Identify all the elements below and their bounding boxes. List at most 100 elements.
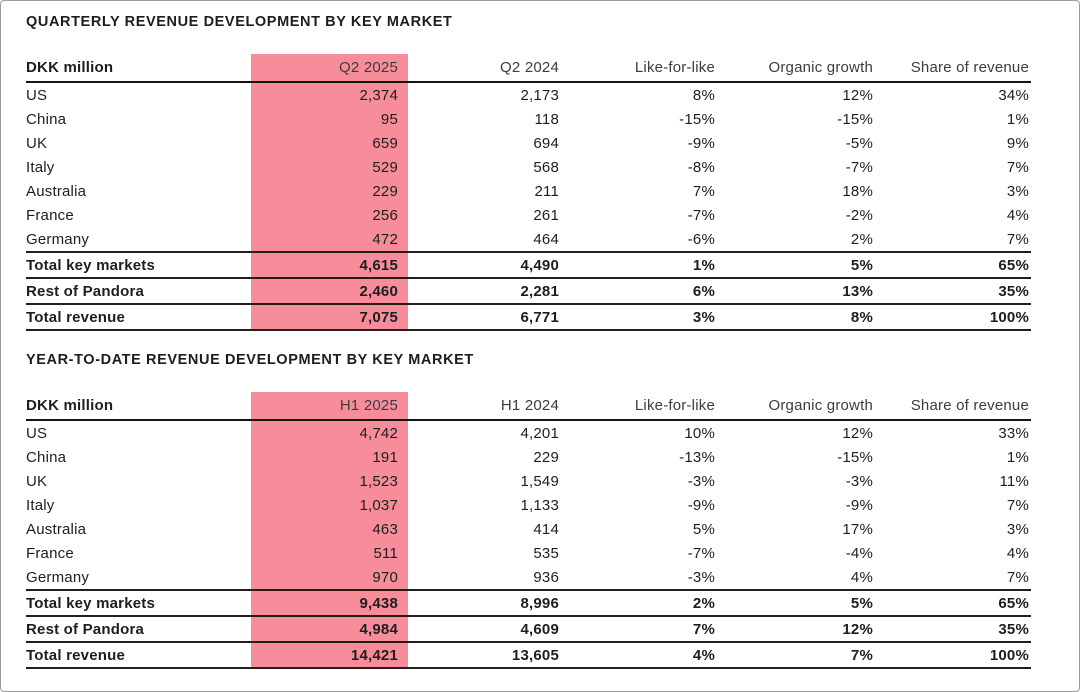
row-label: Germany: [26, 230, 90, 248]
table-row-uk: UK 1,523 1,549 -3% -3% 11%: [26, 469, 1031, 493]
row-label: Total key markets: [26, 256, 156, 274]
cell-value: 35%: [998, 620, 1029, 638]
cell-value: -6%: [687, 230, 715, 248]
cell-value: 8,996: [520, 594, 559, 612]
cell-value: 9,438: [251, 591, 408, 615]
cell-value: 936: [533, 568, 559, 586]
table-row-uk: UK 659 694 -9% -5% 9%: [26, 131, 1031, 155]
cell-value: 1%: [692, 256, 715, 274]
cell-value: 4,742: [251, 421, 408, 445]
column-header-dkk-million: DKK million: [26, 59, 114, 76]
cell-value: 529: [251, 155, 408, 179]
cell-value: 7%: [692, 620, 715, 638]
cell-value: 65%: [998, 594, 1029, 612]
cell-value: -9%: [845, 496, 873, 514]
row-label: UK: [26, 472, 48, 490]
cell-value: -7%: [687, 206, 715, 224]
cell-value: -9%: [687, 134, 715, 152]
cell-value: 3%: [692, 308, 715, 326]
cell-value: 18%: [842, 182, 873, 200]
cell-value: -7%: [687, 544, 715, 562]
row-label: Italy: [26, 158, 55, 176]
column-header-q2-2024: Q2 2024: [500, 59, 559, 76]
cell-value: 6%: [692, 282, 715, 300]
cell-value: 1,133: [520, 496, 559, 514]
cell-value: 5%: [692, 520, 715, 538]
cell-value: 6,771: [520, 308, 559, 326]
cell-value: 11%: [999, 472, 1029, 490]
cell-value: 12%: [842, 86, 873, 104]
cell-value: 3%: [1006, 182, 1029, 200]
cell-value: -7%: [845, 158, 873, 176]
column-header-organic-growth: Organic growth: [768, 397, 873, 414]
row-label: Australia: [26, 182, 87, 200]
cell-value: -3%: [687, 568, 715, 586]
row-label: Rest of Pandora: [26, 282, 145, 300]
cell-value: 35%: [998, 282, 1029, 300]
ytd-section-title: YEAR-TO-DATE REVENUE DEVELOPMENT BY KEY …: [26, 352, 474, 368]
column-header-share-of-revenue: Share of revenue: [910, 59, 1029, 76]
cell-value: 95: [251, 107, 408, 131]
cell-value: 2,374: [251, 83, 408, 107]
cell-value: 2%: [850, 230, 873, 248]
row-label: Germany: [26, 568, 90, 586]
row-label: China: [26, 110, 67, 128]
cell-value: 8%: [692, 86, 715, 104]
cell-value: 2,173: [520, 86, 559, 104]
cell-value: 568: [533, 158, 559, 176]
cell-value: 256: [251, 203, 408, 227]
column-header-like-for-like: Like-for-like: [634, 59, 715, 76]
cell-value: 659: [251, 131, 408, 155]
row-label: UK: [26, 134, 48, 152]
cell-value: -15%: [837, 448, 873, 466]
table-row-us: US 4,742 4,201 10% 12% 33%: [26, 421, 1031, 445]
cell-value: 13%: [842, 282, 873, 300]
cell-value: 7%: [1006, 230, 1029, 248]
cell-value: 2,460: [251, 279, 408, 303]
cell-value: 17%: [842, 520, 873, 538]
cell-value: 100%: [989, 308, 1029, 326]
quarterly-revenue-table: DKK million Q2 2025 Q2 2024 Like-for-like Or…: [26, 54, 1031, 331]
cell-value: 535: [533, 544, 559, 562]
table-row-italy: Italy 529 568 -8% -7% 7%: [26, 155, 1031, 179]
cell-value: 1%: [1006, 110, 1029, 128]
row-label: Total revenue: [26, 308, 126, 326]
column-header-h1-2024: H1 2024: [500, 397, 559, 414]
cell-value: -3%: [687, 472, 715, 490]
cell-value: 4%: [1006, 544, 1029, 562]
cell-value: 5%: [850, 594, 873, 612]
cell-value: 511: [251, 541, 408, 565]
row-label: Italy: [26, 496, 55, 514]
table-row-france: France 256 261 -7% -2% 4%: [26, 203, 1031, 227]
cell-value: 4,609: [520, 620, 559, 638]
row-label: France: [26, 206, 74, 224]
cell-value: 8%: [850, 308, 873, 326]
quarterly-section-title: QUARTERLY REVENUE DEVELOPMENT BY KEY MAR…: [26, 14, 453, 30]
row-label: Rest of Pandora: [26, 620, 145, 638]
table-row-total-revenue: Total revenue 7,075 6,771 3% 8% 100%: [26, 305, 1031, 331]
cell-value: 65%: [998, 256, 1029, 274]
cell-value: 3%: [1006, 520, 1029, 538]
cell-value: 414: [533, 520, 559, 538]
quarterly-revenue-section: QUARTERLY REVENUE DEVELOPMENT BY KEY MAR…: [26, 14, 1031, 331]
cell-value: 13,605: [511, 646, 559, 664]
ytd-revenue-table: DKK million H1 2025 H1 2024 Like-for-like Or…: [26, 392, 1031, 669]
cell-value: 10%: [684, 424, 715, 442]
cell-value: 7%: [1006, 158, 1029, 176]
column-header-organic-growth: Organic growth: [768, 59, 873, 76]
cell-value: 464: [533, 230, 559, 248]
cell-value: 2,281: [520, 282, 559, 300]
column-header-share-of-revenue: Share of revenue: [910, 397, 1029, 414]
table-row-total-key-markets: Total key markets 4,615 4,490 1% 5% 65%: [26, 251, 1031, 279]
cell-value: 7%: [1006, 496, 1029, 514]
cell-value: 4,984: [251, 617, 408, 641]
cell-value: -13%: [679, 448, 715, 466]
cell-value: 4,490: [520, 256, 559, 274]
cell-value: -15%: [679, 110, 715, 128]
table-row-rest-of-pandora: Rest of Pandora 4,984 4,609 7% 12% 35%: [26, 617, 1031, 643]
cell-value: 463: [251, 517, 408, 541]
cell-value: 14,421: [251, 643, 408, 667]
cell-value: -5%: [845, 134, 873, 152]
table-header-row: DKK million Q2 2025 Q2 2024 Like-for-like Or…: [26, 54, 1031, 83]
